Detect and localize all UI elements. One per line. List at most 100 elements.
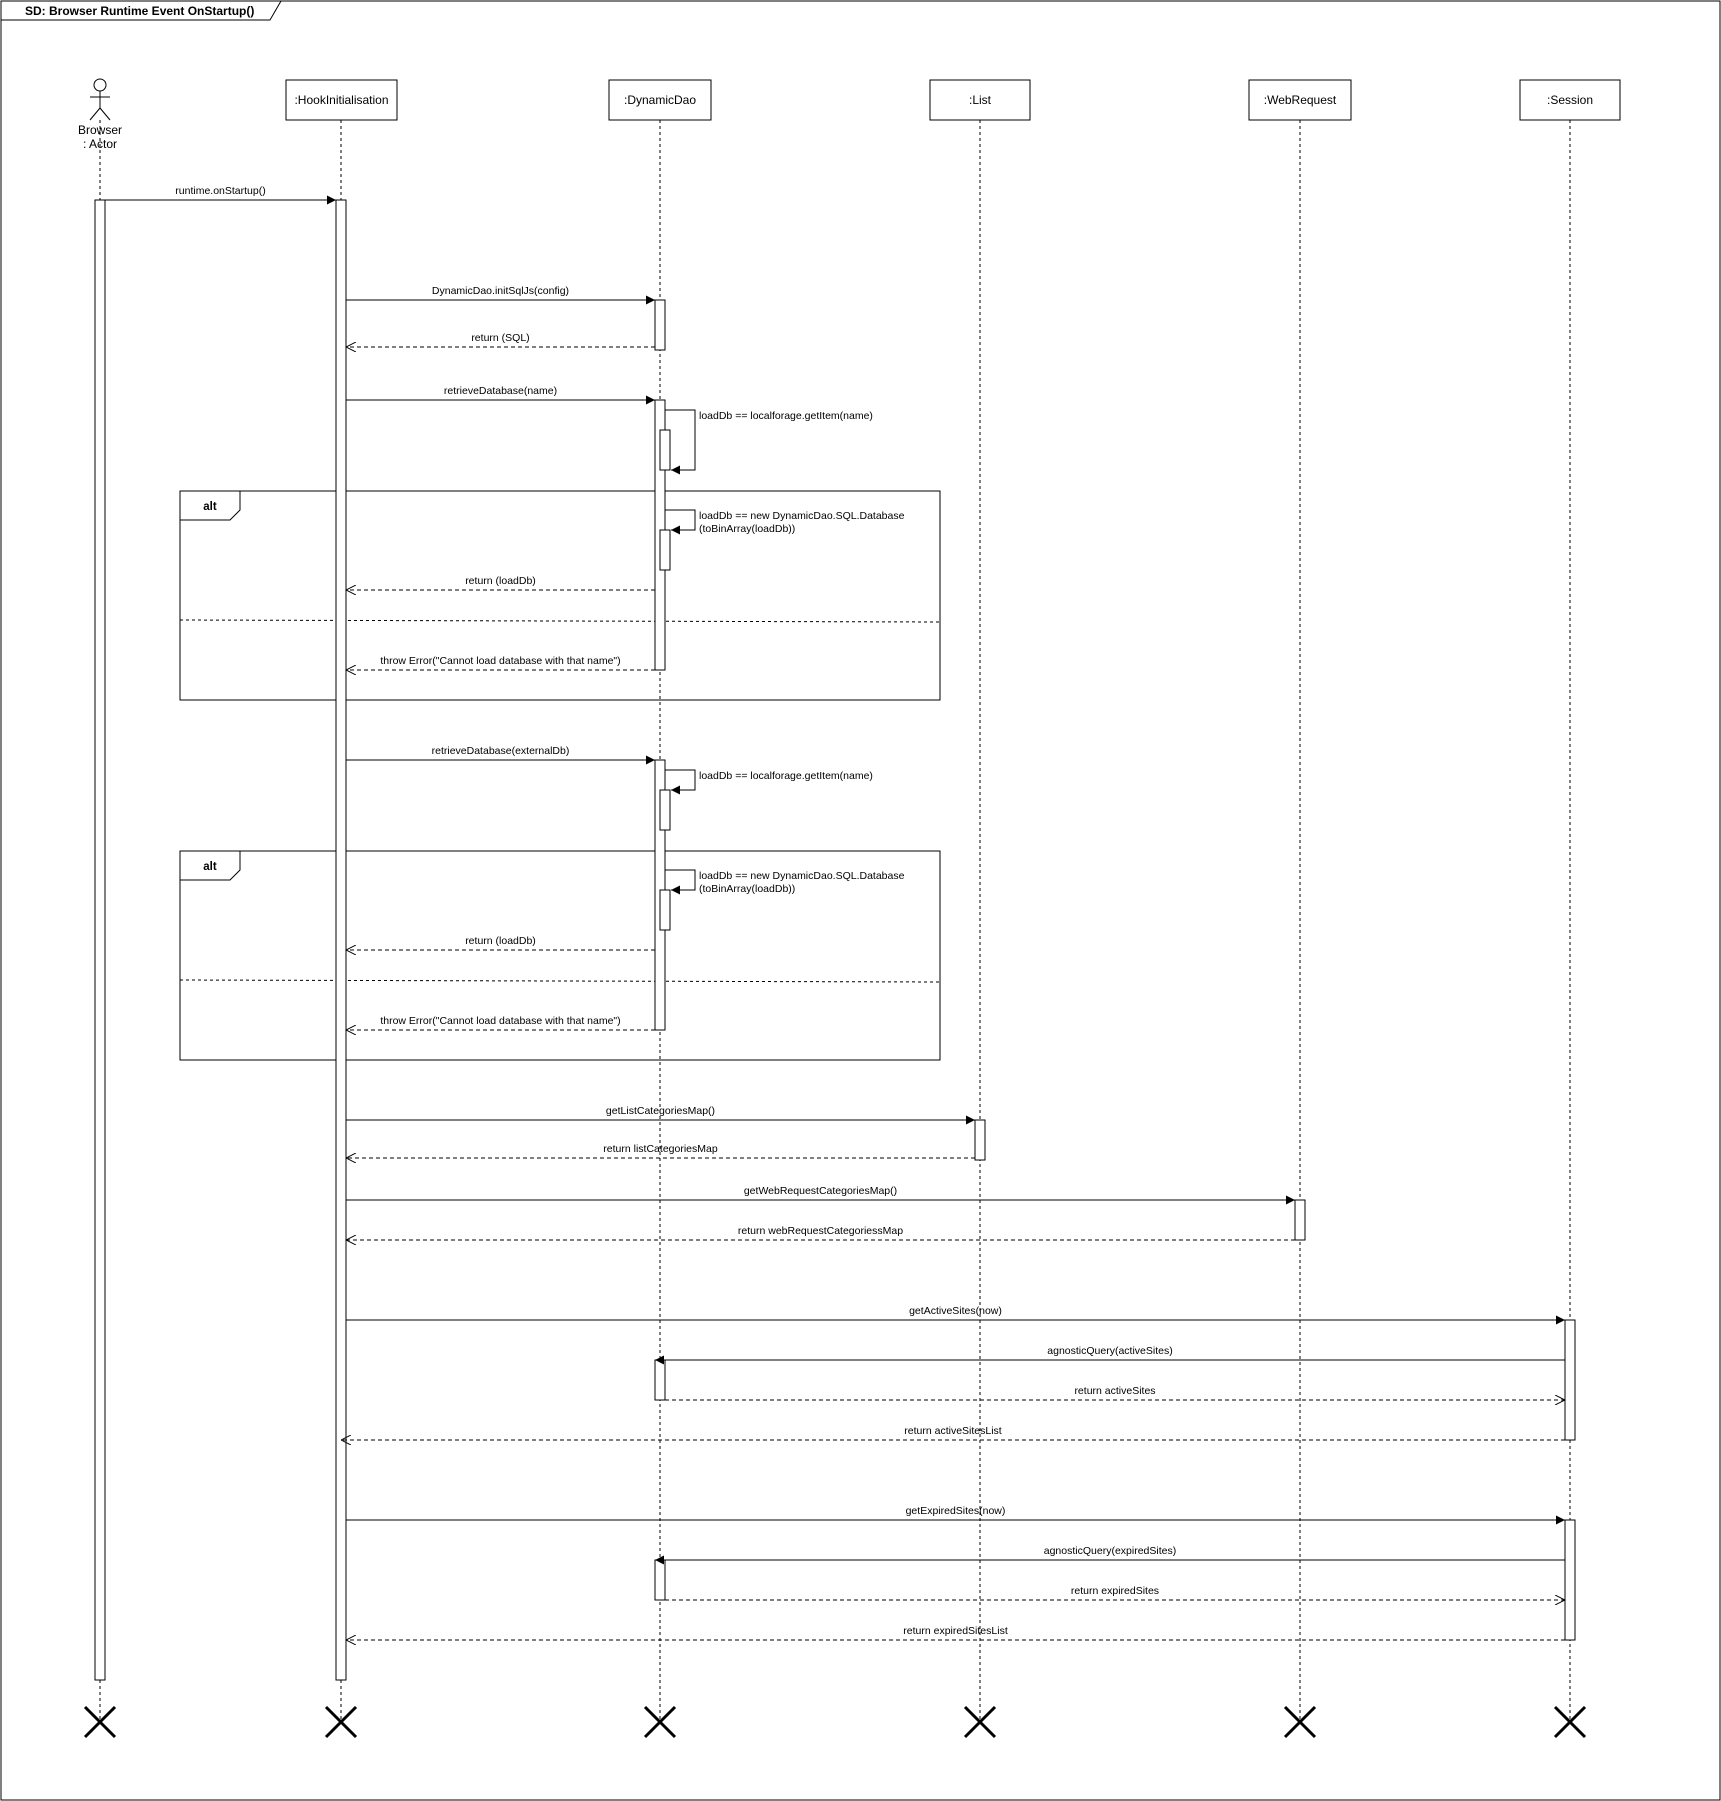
participant-heads: :HookInitialisation :DynamicDao :List :WebR… bbox=[285, 79, 1621, 121]
actor-browser[interactable]: Browser : Actor bbox=[78, 78, 122, 151]
destroy-icon-hook bbox=[324, 1705, 358, 1739]
destroy-markers bbox=[83, 1705, 1587, 1739]
activation-bar-session bbox=[1564, 1319, 1576, 1441]
alt-fragment-divider bbox=[179, 619, 941, 623]
message-label: runtime.onStartup() bbox=[175, 185, 265, 197]
message-label: return expiredSites bbox=[1071, 1585, 1159, 1597]
destroy-icon-dao bbox=[643, 1705, 677, 1739]
self-message-arrow bbox=[665, 509, 696, 535]
activation-bar-list bbox=[974, 1119, 986, 1161]
destroy-icon-session bbox=[1553, 1705, 1587, 1739]
actor-head-icon bbox=[93, 78, 107, 92]
self-message-arrow bbox=[665, 409, 696, 475]
message-7: return (loadDb) bbox=[346, 575, 655, 590]
alt-fragment-box bbox=[179, 850, 941, 1061]
activation-bar-dao bbox=[659, 889, 671, 931]
message-label: return activeSites bbox=[1074, 1385, 1155, 1397]
message-label: return (SQL) bbox=[471, 332, 529, 344]
destroy-icon-web bbox=[1283, 1705, 1317, 1739]
activation-bar-actor bbox=[94, 199, 106, 1681]
message-label: loadDb == localforage.getItem(name) bbox=[699, 410, 873, 422]
message-label: return (loadDb) bbox=[465, 935, 536, 947]
alt-fragment-box bbox=[179, 490, 941, 701]
participant-box bbox=[608, 79, 712, 121]
actor-role: : Actor bbox=[83, 137, 117, 151]
self-message-arrow bbox=[665, 869, 696, 895]
message-1: runtime.onStartup() bbox=[105, 185, 336, 205]
message-17: return webRequestCategoriessMap bbox=[346, 1225, 1295, 1240]
activation-bar-dao bbox=[659, 529, 671, 571]
activation-bars bbox=[94, 199, 1576, 1681]
participant-box bbox=[929, 79, 1031, 121]
message-11: loadDb == new DynamicDao.SQL.Database(to… bbox=[665, 869, 905, 895]
participant-box bbox=[285, 79, 398, 121]
message-3: return (SQL) bbox=[346, 332, 655, 347]
activation-bar-dao bbox=[654, 299, 666, 351]
message-10: loadDb == localforage.getItem(name) bbox=[665, 769, 873, 795]
activation-bar-dao bbox=[654, 1359, 666, 1401]
alt-fragment-2: alt bbox=[179, 850, 941, 1061]
message-label: loadDb == new DynamicDao.SQL.Database bbox=[699, 870, 905, 882]
message-24: return expiredSites bbox=[665, 1585, 1565, 1600]
message-4: retrieveDatabase(name) bbox=[346, 385, 655, 405]
participant-dao[interactable]: :DynamicDao bbox=[608, 79, 712, 121]
activation-bar-dao bbox=[654, 1559, 666, 1601]
message-label: DynamicDao.initSqlJs(config) bbox=[432, 285, 569, 297]
message-label: (toBinArray(loadDb)) bbox=[699, 523, 795, 535]
message-label: retrieveDatabase(externalDb) bbox=[432, 745, 570, 757]
message-6: loadDb == new DynamicDao.SQL.Database(to… bbox=[665, 509, 905, 535]
message-label: loadDb == new DynamicDao.SQL.Database bbox=[699, 510, 905, 522]
activation-bar-dao bbox=[659, 789, 671, 831]
message-label: throw Error("Cannot load database with t… bbox=[380, 655, 620, 667]
message-20: return activeSites bbox=[665, 1385, 1565, 1400]
message-8: throw Error("Cannot load database with t… bbox=[346, 655, 655, 670]
message-25: return expiredSitesList bbox=[346, 1625, 1565, 1640]
activation-bar-web bbox=[1294, 1199, 1306, 1241]
actor-left-leg bbox=[89, 107, 101, 121]
message-label: (toBinArray(loadDb)) bbox=[699, 883, 795, 895]
message-9: retrieveDatabase(externalDb) bbox=[346, 745, 655, 765]
message-label: getListCategoriesMap() bbox=[606, 1105, 715, 1117]
participant-label: :WebRequest bbox=[1264, 93, 1337, 107]
participant-web[interactable]: :WebRequest bbox=[1248, 79, 1352, 121]
message-15: return listCategoriesMap bbox=[346, 1143, 975, 1158]
message-label: loadDb == localforage.getItem(name) bbox=[699, 770, 873, 782]
lifelines bbox=[99, 120, 1571, 1722]
destroy-icon-list bbox=[963, 1705, 997, 1739]
participant-label: :HookInitialisation bbox=[294, 93, 388, 107]
participant-hook[interactable]: :HookInitialisation bbox=[285, 79, 398, 121]
message-label: return (loadDb) bbox=[465, 575, 536, 587]
message-label: return webRequestCategoriessMap bbox=[738, 1225, 903, 1237]
actor-name: Browser bbox=[78, 123, 122, 137]
messages: runtime.onStartup() DynamicDao.initSqlJs(… bbox=[105, 185, 1565, 1640]
activation-bar-session bbox=[1564, 1519, 1576, 1641]
frame-title-tab bbox=[1, 0, 282, 21]
participant-box bbox=[1248, 79, 1352, 121]
message-14: getListCategoriesMap() bbox=[346, 1105, 975, 1125]
message-23: agnosticQuery(expiredSites) bbox=[655, 1545, 1565, 1565]
message-label: agnosticQuery(activeSites) bbox=[1047, 1345, 1172, 1357]
participant-session[interactable]: :Session bbox=[1519, 79, 1621, 121]
activation-bar-dao bbox=[659, 429, 671, 471]
message-label: getWebRequestCategoriesMap() bbox=[744, 1185, 897, 1197]
participant-label: :Session bbox=[1547, 93, 1593, 107]
alt-fragment-tab bbox=[180, 491, 241, 521]
message-label: getExpiredSites(now) bbox=[906, 1505, 1006, 1517]
alt-fragment-tab bbox=[180, 851, 241, 881]
message-label: retrieveDatabase(name) bbox=[444, 385, 557, 397]
alt-fragment-1: alt bbox=[179, 490, 941, 701]
message-label: throw Error("Cannot load database with t… bbox=[380, 1015, 620, 1027]
self-message-arrow bbox=[665, 769, 696, 795]
message-21: return activeSitesList bbox=[341, 1425, 1565, 1440]
message-22: getExpiredSites(now) bbox=[346, 1505, 1565, 1525]
message-13: throw Error("Cannot load database with t… bbox=[346, 1015, 655, 1030]
message-2: DynamicDao.initSqlJs(config) bbox=[346, 285, 655, 305]
participant-label: :List bbox=[969, 93, 992, 107]
destroy-icon-actor bbox=[83, 1705, 117, 1739]
message-12: return (loadDb) bbox=[346, 935, 655, 950]
frame-title: SD: Browser Runtime Event OnStartup() bbox=[25, 4, 254, 18]
alt-fragment-label: alt bbox=[203, 861, 217, 873]
participant-list[interactable]: :List bbox=[929, 79, 1031, 121]
